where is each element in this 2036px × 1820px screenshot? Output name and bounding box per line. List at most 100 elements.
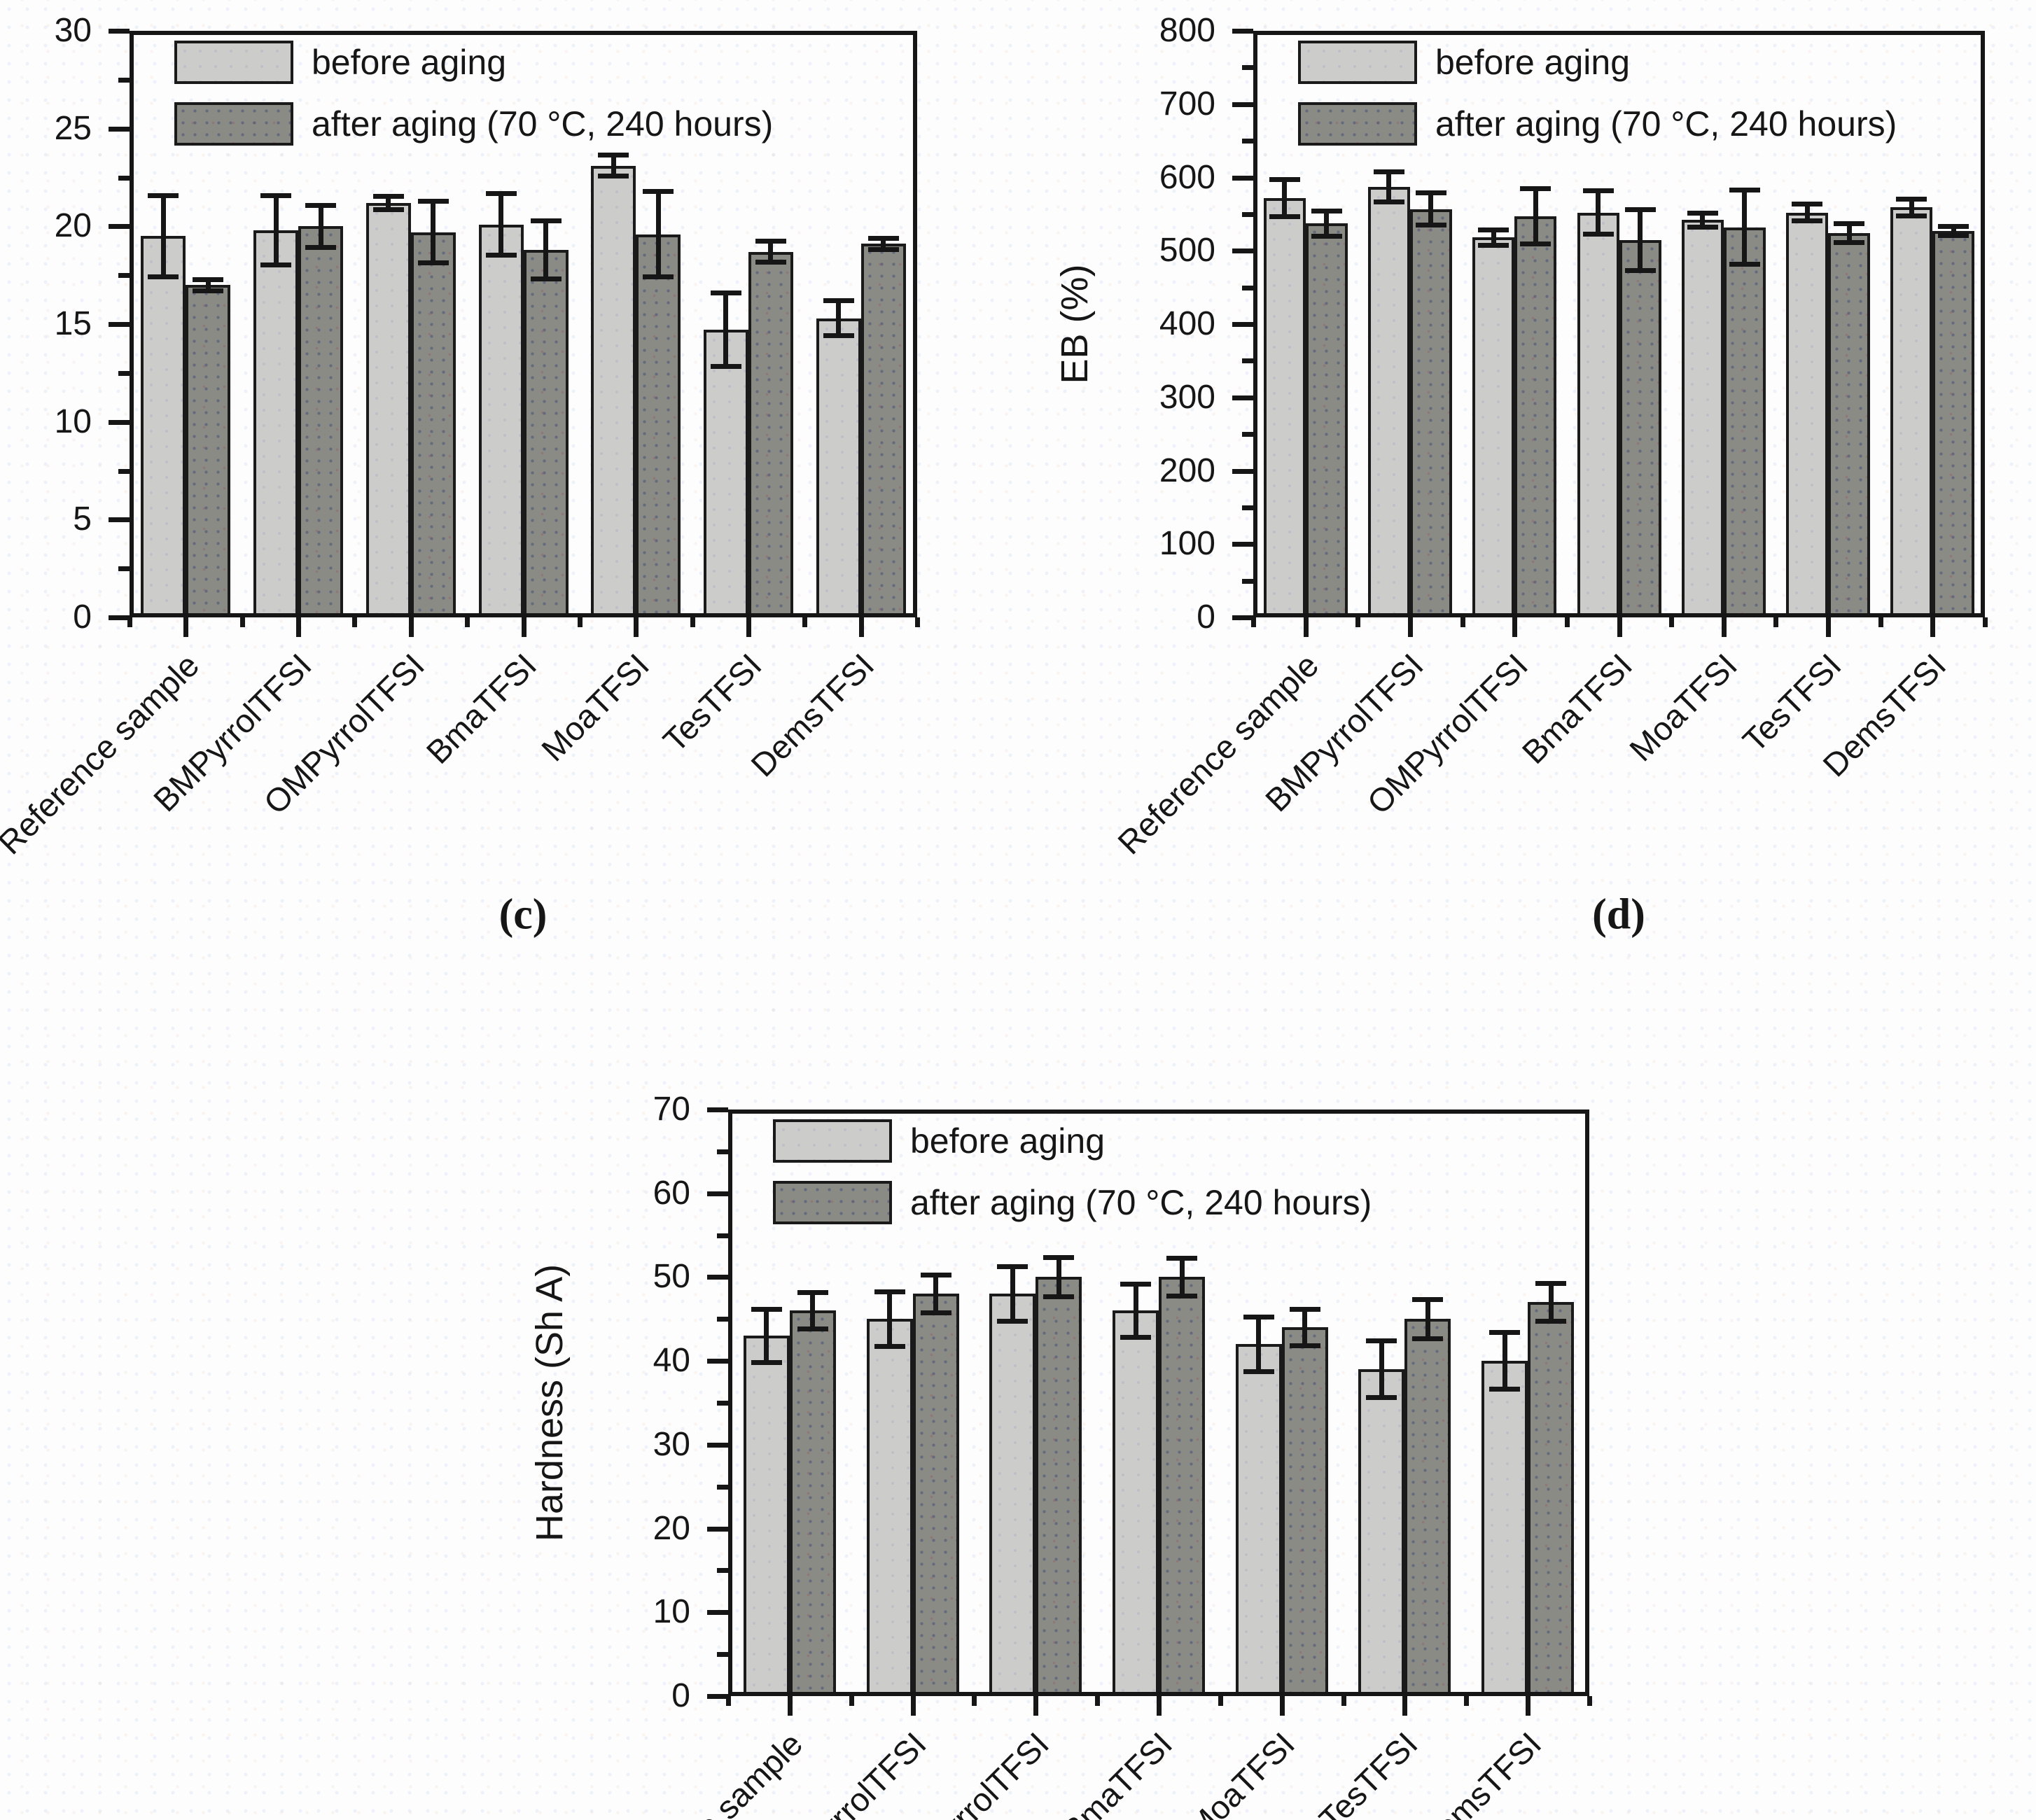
y-axis-tick-label: 300 xyxy=(1159,378,1215,416)
bar-before-aging xyxy=(1577,212,1619,617)
error-bar-line xyxy=(1700,212,1706,227)
bar-before-aging xyxy=(1263,197,1306,617)
x-axis-major-tick xyxy=(1826,617,1832,637)
y-axis-tick-label: 50 xyxy=(653,1258,690,1296)
x-axis-category-label: TesTFSI xyxy=(655,646,769,760)
x-axis-minor-tick xyxy=(1464,1696,1470,1706)
error-bar-line xyxy=(1386,172,1392,203)
bar-after-aging xyxy=(1305,223,1348,617)
x-axis-category-label: Reference sample xyxy=(1110,646,1326,862)
error-bar-cap-top xyxy=(710,290,741,296)
y-axis-minor-tick xyxy=(118,566,130,572)
error-bar-cap-bottom xyxy=(1311,234,1342,239)
y-axis-minor-tick xyxy=(118,468,130,474)
bar-before-aging xyxy=(1786,212,1829,617)
bar-after-aging xyxy=(860,244,906,617)
y-axis-minor-tick xyxy=(717,1568,728,1574)
bar-after-aging xyxy=(1159,1277,1205,1696)
x-axis-major-tick xyxy=(183,617,189,637)
x-axis-category-label: MoaTFSI xyxy=(1180,1725,1302,1820)
bar-after-aging xyxy=(1828,233,1871,617)
y-axis-tick-label: 5 xyxy=(73,500,92,538)
error-bar-line xyxy=(1502,1332,1507,1390)
error-bar-cap-top xyxy=(1289,1306,1320,1312)
error-bar-cap-bottom xyxy=(1120,1334,1151,1340)
x-axis-category-label: DemsTFSI xyxy=(1410,1725,1548,1820)
error-bar-line xyxy=(1282,178,1288,218)
error-bar-cap-bottom xyxy=(1166,1293,1197,1298)
error-bar-cap-top xyxy=(372,194,404,200)
error-bar-line xyxy=(611,155,616,177)
legend-swatch-after-aging xyxy=(174,102,293,146)
x-axis-minor-tick xyxy=(239,617,245,627)
error-bar-cap-bottom xyxy=(823,332,854,338)
bar-before-aging xyxy=(1367,187,1410,617)
error-bar-line xyxy=(764,1308,769,1363)
error-bar-line xyxy=(543,220,548,279)
y-axis-tick-label: 20 xyxy=(653,1509,690,1547)
y-axis-minor-tick xyxy=(118,77,130,83)
error-bar-cap-top xyxy=(598,153,629,158)
error-bar-line xyxy=(318,204,323,248)
x-axis-major-tick xyxy=(1407,617,1413,637)
x-axis-minor-tick xyxy=(849,1696,854,1706)
x-axis-category-label: DemsTFSI xyxy=(744,646,881,784)
error-bar-cap-top xyxy=(193,276,224,282)
y-axis-minor-tick xyxy=(717,1317,728,1322)
error-bar-cap-bottom xyxy=(148,274,179,279)
error-bar-cap-bottom xyxy=(1243,1368,1274,1374)
error-bar-cap-bottom xyxy=(751,1359,782,1365)
x-axis-major-tick xyxy=(408,617,414,637)
error-bar-cap-top xyxy=(417,199,449,204)
bar-before-aging xyxy=(1235,1344,1282,1696)
error-bar-cap-top xyxy=(1120,1282,1151,1287)
x-axis-major-tick xyxy=(1033,1696,1039,1716)
y-axis-minor-tick xyxy=(717,1484,728,1490)
x-axis-minor-tick xyxy=(1460,617,1465,627)
x-axis-minor-tick xyxy=(802,617,808,627)
x-axis-minor-tick xyxy=(1564,617,1570,627)
bar-before-aging xyxy=(1481,1361,1528,1696)
y-axis-major-tick xyxy=(109,615,130,620)
bar-after-aging xyxy=(1932,230,1975,617)
x-axis-minor-tick xyxy=(1669,617,1675,627)
error-bar-cap-top xyxy=(1834,221,1865,227)
bar-after-aging xyxy=(186,285,231,617)
error-bar-cap-bottom xyxy=(1729,262,1760,267)
error-bar-cap-top xyxy=(1415,190,1446,196)
legend-row: before aging xyxy=(773,1119,1372,1163)
legend-row: before aging xyxy=(174,41,773,84)
legend-row: after aging (70 °C, 240 hours) xyxy=(1298,102,1897,146)
x-axis-category-label: MoaTFSI xyxy=(1622,646,1744,769)
error-bar-cap-top xyxy=(1269,176,1300,182)
legend-label: before aging xyxy=(1435,43,1631,82)
error-bar-line xyxy=(810,1292,816,1329)
y-axis-minor-tick xyxy=(1242,65,1253,71)
error-bar-line xyxy=(498,192,503,256)
error-bar-cap-bottom xyxy=(1043,1294,1075,1300)
y-axis-tick-label: 70 xyxy=(653,1091,690,1128)
error-bar-cap-bottom xyxy=(598,174,629,179)
y-axis-minor-tick xyxy=(717,1233,728,1238)
error-bar-cap-bottom xyxy=(1938,233,1969,239)
legend-row: after aging (70 °C, 240 hours) xyxy=(773,1181,1372,1224)
x-axis-minor-tick xyxy=(1983,617,1988,627)
y-axis-minor-tick xyxy=(118,273,130,279)
legend-swatch-after-aging xyxy=(1298,102,1417,146)
bar-after-aging xyxy=(410,232,456,617)
error-bar-cap-bottom xyxy=(1489,1386,1521,1392)
y-axis-tick-label: 0 xyxy=(1197,598,1215,636)
error-bar-line xyxy=(768,241,774,262)
y-axis-tick-label: 100 xyxy=(1159,525,1215,563)
error-bar-line xyxy=(1638,209,1643,271)
x-axis-major-tick xyxy=(746,617,751,637)
legend-label: after aging (70 °C, 240 hours) xyxy=(910,1183,1372,1222)
y-axis-major-tick xyxy=(1232,29,1253,34)
bar-before-aging xyxy=(743,1336,790,1696)
error-bar-cap-top xyxy=(874,1289,905,1294)
error-bar-cap-bottom xyxy=(755,260,786,265)
error-bar-cap-bottom xyxy=(417,260,449,266)
error-bar-line xyxy=(1302,1308,1308,1346)
error-bar-cap-top xyxy=(1478,227,1509,232)
y-axis-minor-tick xyxy=(118,370,130,376)
